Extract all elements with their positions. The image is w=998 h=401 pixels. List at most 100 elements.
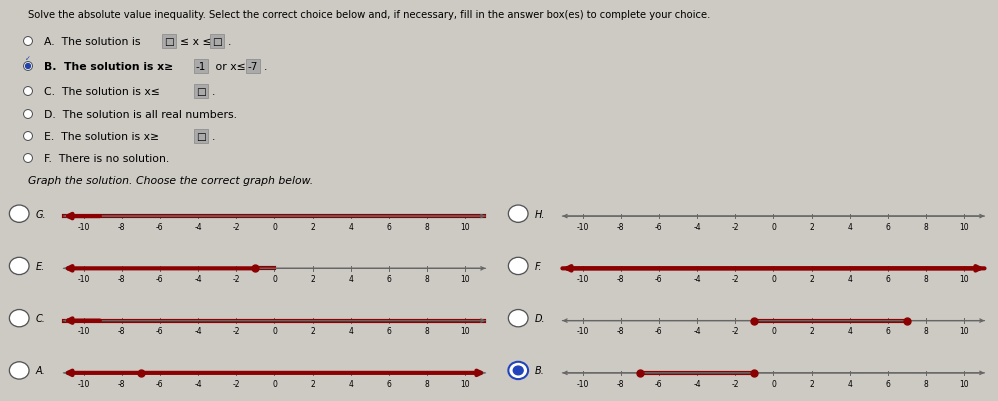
Text: H.: H. xyxy=(535,209,545,219)
Text: 4: 4 xyxy=(847,274,852,284)
Text: D.: D. xyxy=(535,314,545,323)
Text: ✓: ✓ xyxy=(25,55,31,61)
Text: 10: 10 xyxy=(460,379,470,388)
Text: -8: -8 xyxy=(617,222,625,231)
Text: 8: 8 xyxy=(425,274,429,284)
Text: -8: -8 xyxy=(617,274,625,284)
Text: 2: 2 xyxy=(809,222,814,231)
Text: 10: 10 xyxy=(959,326,969,336)
Text: -10: -10 xyxy=(576,274,589,284)
Circle shape xyxy=(24,37,33,47)
Text: .: . xyxy=(212,132,216,142)
Text: C.: C. xyxy=(36,314,46,323)
Text: F.: F. xyxy=(535,261,542,271)
Text: -6: -6 xyxy=(156,274,164,284)
Text: 2: 2 xyxy=(310,379,315,388)
Text: -10: -10 xyxy=(77,222,90,231)
Text: □: □ xyxy=(196,87,206,97)
Text: 8: 8 xyxy=(425,326,429,336)
Text: -6: -6 xyxy=(655,222,663,231)
Text: 2: 2 xyxy=(809,326,814,336)
Text: .: . xyxy=(264,62,267,72)
Text: 2: 2 xyxy=(310,326,315,336)
Text: G.: G. xyxy=(36,209,46,219)
Circle shape xyxy=(24,87,33,96)
Text: -4: -4 xyxy=(195,379,202,388)
Text: A.: A. xyxy=(36,366,46,375)
Text: -4: -4 xyxy=(195,326,202,336)
Text: 4: 4 xyxy=(847,326,852,336)
Text: 4: 4 xyxy=(847,222,852,231)
Text: 8: 8 xyxy=(924,222,928,231)
Text: -1: -1 xyxy=(196,62,207,72)
Circle shape xyxy=(9,310,29,327)
Text: 6: 6 xyxy=(386,274,391,284)
Text: 4: 4 xyxy=(348,274,353,284)
Text: 10: 10 xyxy=(959,379,969,388)
Text: -10: -10 xyxy=(77,274,90,284)
Text: 8: 8 xyxy=(924,274,928,284)
Text: -2: -2 xyxy=(732,274,739,284)
Text: -6: -6 xyxy=(655,379,663,388)
Text: 0: 0 xyxy=(771,379,775,388)
Text: Solve the absolute value inequality. Select the correct choice below and, if nec: Solve the absolute value inequality. Sel… xyxy=(28,10,711,20)
Text: 6: 6 xyxy=(386,222,391,231)
Text: -8: -8 xyxy=(118,326,126,336)
Text: 4: 4 xyxy=(348,222,353,231)
Text: 8: 8 xyxy=(425,222,429,231)
Text: 0: 0 xyxy=(272,379,276,388)
Text: C.  The solution is x≤: C. The solution is x≤ xyxy=(44,87,160,97)
Text: B.  The solution is x≥: B. The solution is x≥ xyxy=(44,62,174,72)
Text: -2: -2 xyxy=(732,222,739,231)
Text: E.  The solution is x≥: E. The solution is x≥ xyxy=(44,132,159,142)
Text: 0: 0 xyxy=(771,326,775,336)
Text: 6: 6 xyxy=(885,326,890,336)
Text: -2: -2 xyxy=(233,379,240,388)
Circle shape xyxy=(9,362,29,379)
Text: -8: -8 xyxy=(617,326,625,336)
Text: -8: -8 xyxy=(118,222,126,231)
Text: -6: -6 xyxy=(156,326,164,336)
Text: 4: 4 xyxy=(348,326,353,336)
Circle shape xyxy=(508,257,528,275)
Text: 10: 10 xyxy=(460,326,470,336)
Text: 0: 0 xyxy=(272,274,276,284)
Text: 10: 10 xyxy=(460,274,470,284)
Text: 0: 0 xyxy=(272,222,276,231)
Text: or x≤: or x≤ xyxy=(212,62,250,72)
Text: -10: -10 xyxy=(576,326,589,336)
Text: -2: -2 xyxy=(233,222,240,231)
Text: 6: 6 xyxy=(885,379,890,388)
Text: 2: 2 xyxy=(310,222,315,231)
Text: 8: 8 xyxy=(425,379,429,388)
Text: -8: -8 xyxy=(118,274,126,284)
Text: -6: -6 xyxy=(655,274,663,284)
Text: -2: -2 xyxy=(732,379,739,388)
Circle shape xyxy=(26,65,31,69)
Text: 0: 0 xyxy=(771,222,775,231)
Text: -10: -10 xyxy=(576,379,589,388)
Text: -4: -4 xyxy=(694,379,701,388)
Circle shape xyxy=(508,205,528,223)
Text: .: . xyxy=(212,87,216,97)
Text: F.  There is no solution.: F. There is no solution. xyxy=(44,154,170,164)
Text: □: □ xyxy=(196,132,206,142)
Text: -7: -7 xyxy=(248,62,258,72)
Text: 6: 6 xyxy=(386,379,391,388)
Circle shape xyxy=(24,132,33,141)
Text: -8: -8 xyxy=(118,379,126,388)
Text: 2: 2 xyxy=(809,274,814,284)
Text: 10: 10 xyxy=(959,274,969,284)
Circle shape xyxy=(9,205,29,223)
Text: .: . xyxy=(228,37,232,47)
Text: Graph the solution. Choose the correct graph below.: Graph the solution. Choose the correct g… xyxy=(28,176,313,186)
Text: -10: -10 xyxy=(77,379,90,388)
Text: 10: 10 xyxy=(959,222,969,231)
Text: 8: 8 xyxy=(924,379,928,388)
Text: □: □ xyxy=(164,37,174,47)
Text: -4: -4 xyxy=(694,222,701,231)
Text: □: □ xyxy=(212,37,222,47)
Circle shape xyxy=(24,154,33,163)
Text: 0: 0 xyxy=(272,326,276,336)
Circle shape xyxy=(513,366,523,375)
